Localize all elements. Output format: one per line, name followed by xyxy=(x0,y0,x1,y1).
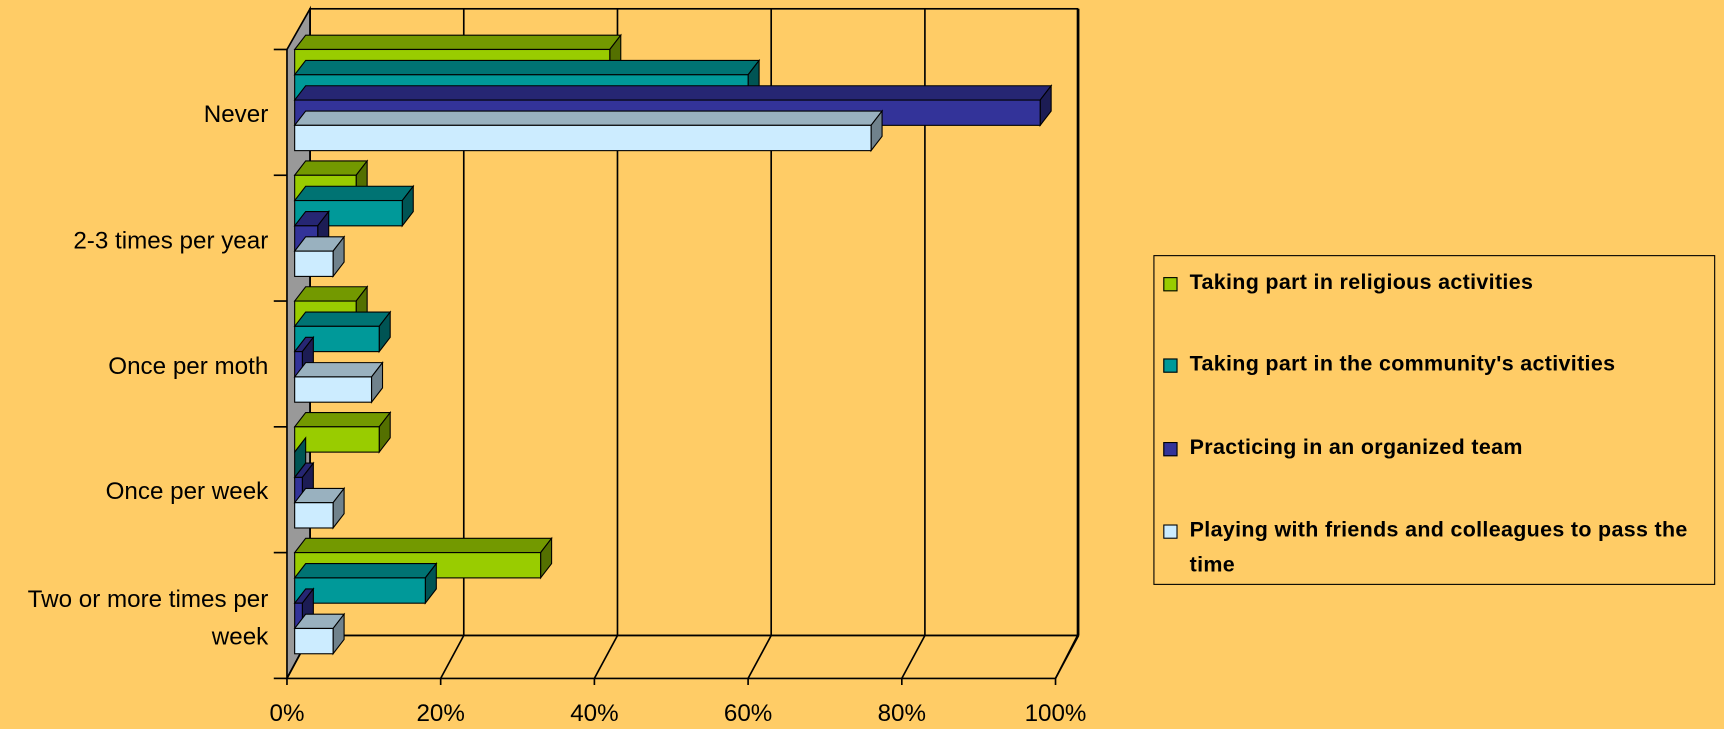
legend-swatch xyxy=(1163,358,1178,373)
bar-top xyxy=(293,34,622,51)
floor xyxy=(285,634,1079,680)
bar-top xyxy=(293,160,369,176)
bar-top xyxy=(293,286,369,302)
grid-line xyxy=(901,635,926,679)
x-tick-label: 0% xyxy=(270,700,305,727)
legend-item: Taking part in religious activities xyxy=(1163,265,1708,300)
legend-item: Practicing in an organized team xyxy=(1163,430,1708,465)
bar-top xyxy=(293,411,392,428)
legend: Taking part in religious activities Takin… xyxy=(1153,255,1716,585)
bar xyxy=(294,124,872,152)
bar-top xyxy=(293,362,384,378)
legend-swatch xyxy=(1163,524,1178,539)
bar-top xyxy=(293,185,415,202)
bar xyxy=(294,426,380,453)
y-tick-label: Never xyxy=(203,100,269,128)
grid-line xyxy=(1054,635,1080,679)
bar xyxy=(294,250,334,277)
y-tick-label: Once per moth xyxy=(108,351,269,380)
bar xyxy=(294,627,334,655)
bar xyxy=(294,577,426,604)
legend-item: Playing with friends and colleagues to p… xyxy=(1163,512,1708,582)
legend-label: Playing with friends and colleagues to p… xyxy=(1189,517,1688,578)
x-tick-label: 40% xyxy=(570,700,618,727)
x-tick-label: 80% xyxy=(878,700,926,727)
x-tick-label: 60% xyxy=(724,700,772,727)
legend-label: Taking part in the community's activitie… xyxy=(1189,351,1616,377)
legend-label: Taking part in religious activities xyxy=(1189,270,1534,295)
x-tick-label: 100% xyxy=(1025,700,1087,727)
bar-top xyxy=(293,59,761,76)
bar-top xyxy=(293,537,553,554)
y-tick-label: 2-3 times per year xyxy=(73,226,269,254)
grid-line xyxy=(439,635,465,679)
bar xyxy=(294,502,334,529)
bar xyxy=(294,376,373,403)
x-tick-label: 20% xyxy=(416,700,464,727)
grid-line xyxy=(593,635,619,679)
y-tick-label: Two or more times per week xyxy=(27,584,269,650)
legend-swatch xyxy=(1163,441,1178,457)
grid-line xyxy=(747,635,772,679)
bar-top xyxy=(293,85,1053,101)
y-tick-label: Once per week xyxy=(105,477,269,506)
legend-swatch xyxy=(1163,277,1178,292)
legend-label: Practicing in an organized team xyxy=(1189,435,1523,460)
bar-top xyxy=(293,110,884,126)
bar-top xyxy=(293,563,438,579)
bar-top xyxy=(293,311,392,327)
legend-item: Taking part in the community's activitie… xyxy=(1163,346,1708,381)
